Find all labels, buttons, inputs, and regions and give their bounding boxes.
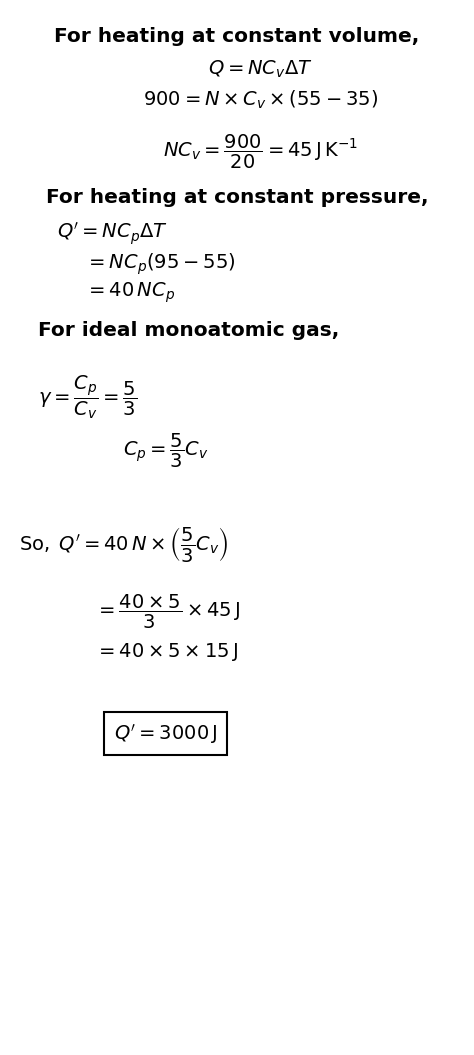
Text: $= \dfrac{40 \times 5}{3} \times 45\,\mathrm{J}$: $= \dfrac{40 \times 5}{3} \times 45\,\ma… <box>95 593 240 631</box>
Text: $= NC_{p}(95 - 55)$: $= NC_{p}(95 - 55)$ <box>85 251 236 276</box>
Text: $C_{p} = \dfrac{5}{3}C_{v}$: $C_{p} = \dfrac{5}{3}C_{v}$ <box>123 431 209 469</box>
Text: $Q' = NC_{p}\Delta T$: $Q' = NC_{p}\Delta T$ <box>57 220 168 247</box>
Text: $NC_{v} = \dfrac{900}{20} = 45\,\mathrm{J}\,\mathrm{K}^{-1}$: $NC_{v} = \dfrac{900}{20} = 45\,\mathrm{… <box>163 133 358 171</box>
Text: $\gamma = \dfrac{C_{p}}{C_{v}} = \dfrac{5}{3}$: $\gamma = \dfrac{C_{p}}{C_{v}} = \dfrac{… <box>38 373 137 421</box>
Text: $Q' = 3000\,\mathrm{J}$: $Q' = 3000\,\mathrm{J}$ <box>114 722 218 746</box>
Text: $\mathrm{So,}\;Q' = 40\,N \times \left(\dfrac{5}{3}C_{v}\right)$: $\mathrm{So,}\;Q' = 40\,N \times \left(\… <box>19 525 228 564</box>
Text: For ideal monoatomic gas,: For ideal monoatomic gas, <box>38 321 339 340</box>
Text: For heating at constant pressure,: For heating at constant pressure, <box>46 188 428 207</box>
Text: $Q = NC_{v}\Delta T$: $Q = NC_{v}\Delta T$ <box>209 59 313 80</box>
Text: $= 40 \times 5 \times 15\,\mathrm{J}$: $= 40 \times 5 \times 15\,\mathrm{J}$ <box>95 641 237 664</box>
Text: $900 = N \times C_{v} \times (55 - 35)$: $900 = N \times C_{v} \times (55 - 35)$ <box>143 89 378 111</box>
Text: For heating at constant volume,: For heating at constant volume, <box>55 27 419 46</box>
Text: $= 40\,NC_{p}$: $= 40\,NC_{p}$ <box>85 281 175 305</box>
